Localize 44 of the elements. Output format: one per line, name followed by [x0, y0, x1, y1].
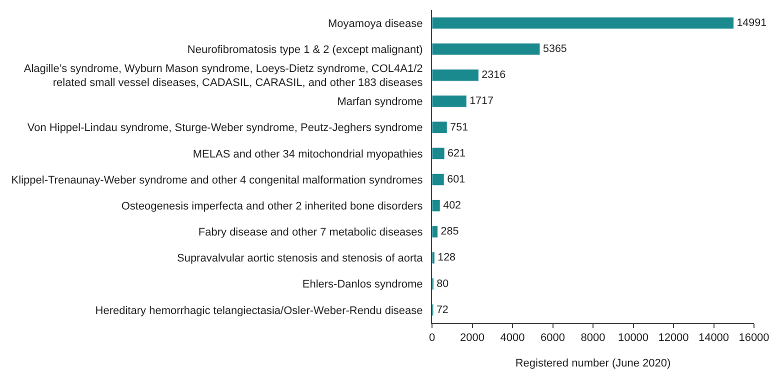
bar — [432, 252, 435, 264]
data-label: 2316 — [482, 69, 506, 82]
x-axis-title: Registered number (June 2020) — [515, 357, 671, 370]
x-tick-label: 0 — [428, 332, 436, 344]
x-tick-label: 14000 — [698, 332, 730, 344]
bar — [432, 43, 540, 56]
data-label: 402 — [443, 200, 462, 212]
x-tick-label: 2000 — [460, 332, 484, 344]
data-label: 80 — [436, 278, 449, 290]
bar — [432, 226, 438, 238]
bar — [432, 95, 467, 108]
y-tick-label: Osteogenesis imperfecta and other 2 inherited bone disorders — [121, 200, 424, 212]
bar — [432, 147, 445, 160]
y-tick-label: Klippel-Trenaunay-Weber syndrome and other 4 congenital malformation syndromes — [11, 174, 424, 186]
y-tick-label: Von Hippel-Lindau syndrome, Sturge-Weber syndrome, Peutz-Jeghers syndrome — [27, 122, 423, 134]
y-tick-label: Moyamoya disease — [328, 18, 423, 30]
y-tick-label: Hereditary hemorrhagic telangiectasia/Osler-Weber-Rendu disease — [95, 304, 423, 317]
data-label: 601 — [447, 173, 466, 186]
bar — [432, 16, 734, 30]
data-label: 621 — [448, 147, 466, 160]
bar — [432, 69, 479, 82]
y-tick-label: Marfan syndrome — [337, 96, 423, 108]
data-label: 5365 — [542, 43, 567, 56]
x-tick-label: 16000 — [738, 332, 770, 344]
x-tick-label: 12000 — [658, 332, 689, 344]
data-label: 72 — [436, 304, 448, 316]
y-tick-label: Supravalvular aortic stenosis and stenosis of aorta — [176, 252, 424, 265]
data-label: 751 — [450, 121, 468, 134]
data-label: 14991 — [736, 16, 767, 29]
y-tick-label: MELAS and other 34 mitochondrial myopathies — [192, 148, 424, 160]
bar — [432, 173, 444, 186]
x-tick-label: 10000 — [618, 332, 649, 344]
x-tick-label: 8000 — [580, 332, 606, 344]
y-tick-label: Ehlers-Danlos syndrome — [302, 278, 423, 291]
bar — [432, 121, 448, 134]
y-tick-label: Alagille’s syndrome, Wyburn Mason syndrome, Loeys-Dietz syndrome, COL4A1/2 related small vessel diseases, CADASIL, CARASIL, and other 183 diseases — [24, 62, 424, 90]
y-tick-label: Neurofibromatosis type 1 & 2 (except malignant) — [187, 44, 423, 56]
data-label: 128 — [438, 252, 456, 264]
data-label: 1717 — [470, 95, 494, 108]
bar — [432, 200, 440, 212]
x-tick-label: 6000 — [540, 332, 565, 344]
x-tick-label: 4000 — [500, 332, 525, 344]
y-tick-label: Fabry disease and other 7 metabolic diseases — [198, 226, 424, 239]
data-label: 285 — [440, 226, 459, 238]
